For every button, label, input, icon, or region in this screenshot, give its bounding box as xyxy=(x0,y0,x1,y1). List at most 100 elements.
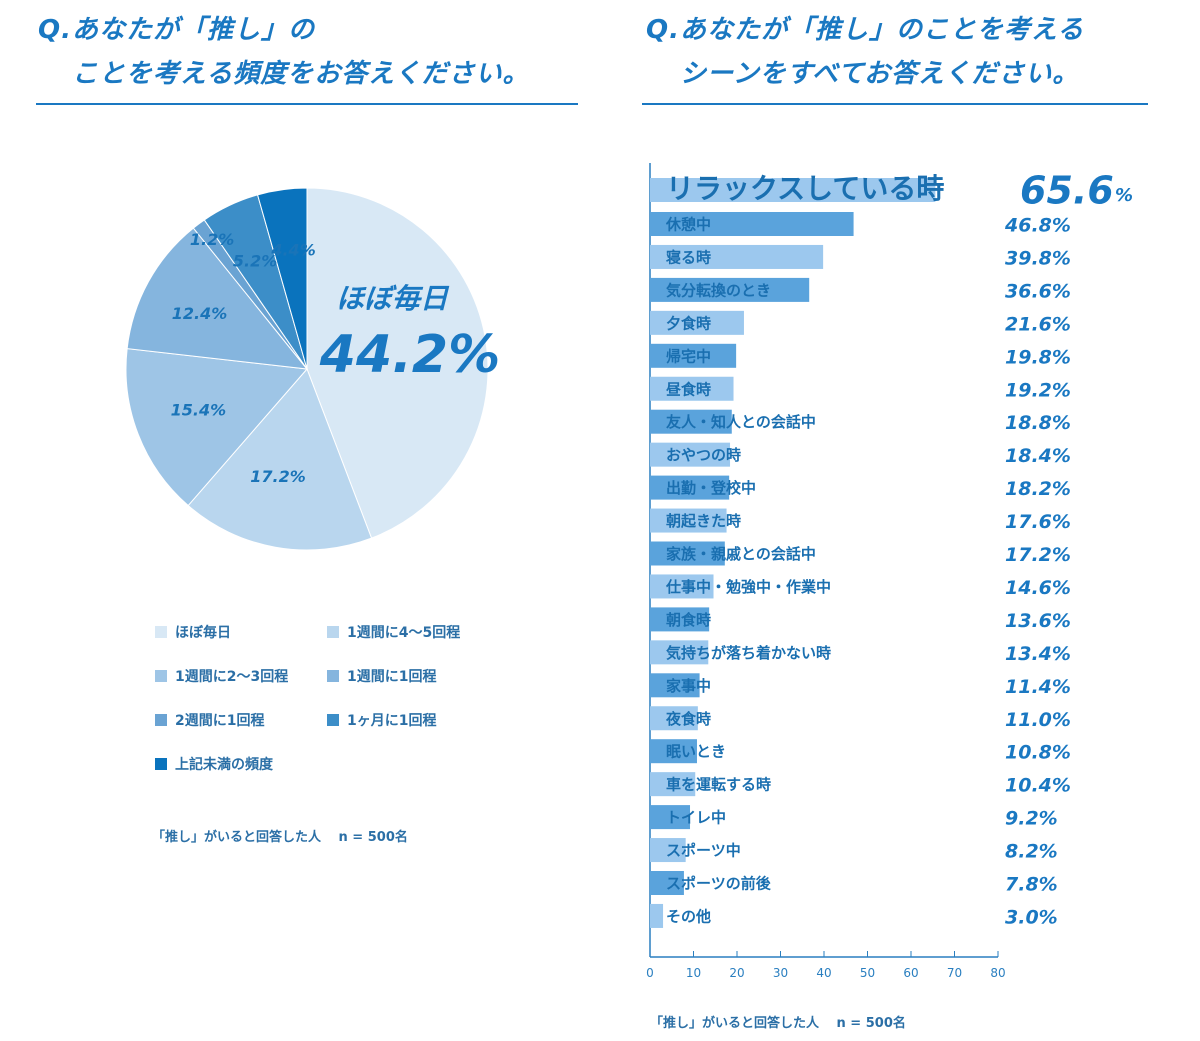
legend-label: 1週間に2〜3回程 xyxy=(175,669,289,685)
bar xyxy=(650,673,700,698)
pie-slice-6 xyxy=(256,187,308,370)
bar-x-tick-label: 80 xyxy=(990,966,1005,980)
bar xyxy=(650,277,810,302)
bar xyxy=(650,541,725,566)
bar-chart: 0 10 20 30 40 50 60 70 80 リラックスしている時 65.6 % 休憩中 46.8%… xyxy=(646,163,1133,980)
legend-label: 上記未満の頻度 xyxy=(175,757,273,773)
bar xyxy=(650,244,824,269)
bar-value-label: 46.8% xyxy=(1004,215,1071,237)
legend-label: 1週間に4〜5回程 xyxy=(347,625,461,641)
bar-value-label: 18.8% xyxy=(1005,412,1071,434)
pie-value-label: 15.4% xyxy=(171,401,227,420)
bar-value-label: 36.6% xyxy=(1005,280,1071,302)
bar-category-label: 朝食時 xyxy=(666,611,711,629)
bar xyxy=(650,442,731,467)
pie-value-label: 5.2% xyxy=(233,251,277,270)
bar-value-label: 11.0% xyxy=(1005,709,1071,731)
bar xyxy=(650,706,698,731)
legend-swatch xyxy=(327,714,339,726)
bar-value-label: 9.2% xyxy=(1005,808,1058,830)
bar-category-label: 休憩中 xyxy=(665,216,711,234)
bar-category-label: 夕食時 xyxy=(666,314,711,332)
bar xyxy=(650,772,696,797)
right-panel: Q.あなたが「推し」のことを考える シーンをすべてお答えください。 0 10 20 3… xyxy=(600,0,1200,1041)
bar-x-tick-label: 70 xyxy=(947,966,962,980)
bar xyxy=(650,838,686,863)
bar xyxy=(650,805,691,830)
legend-item: 上記未満の頻度 xyxy=(155,754,273,774)
bar-category-label: おやつの時 xyxy=(666,446,741,464)
bar-value-label: 8.2% xyxy=(1005,841,1058,863)
legend-item: 1週間に1回程 xyxy=(327,666,436,686)
bar xyxy=(650,574,714,599)
bar-value-label: 65.6 xyxy=(1020,169,1114,213)
legend-swatch xyxy=(155,758,167,770)
pie-sample-note: 「推し」がいると回答した人 n = 500名 xyxy=(152,830,408,845)
bar-category-label: 眠いとき xyxy=(666,743,726,761)
pie-question-line1: Q.あなたが「推し」の xyxy=(38,15,315,45)
bar xyxy=(650,903,664,928)
bar-category-label: リラックスしている時 xyxy=(666,172,944,205)
bar xyxy=(650,343,737,368)
pie-slice-0 xyxy=(306,187,489,539)
bar-value-label: 7.8% xyxy=(1005,874,1058,896)
bar xyxy=(650,475,730,500)
bar-category-label: 家族・親戚との会話中 xyxy=(666,545,816,563)
bar-value-unit: % xyxy=(1115,185,1133,206)
bar-x-tick-label: 20 xyxy=(729,966,744,980)
bar-category-label: 出勤・登校中 xyxy=(666,479,756,497)
bar-value-label: 14.6% xyxy=(1005,577,1071,599)
bar-x-tick-label: 40 xyxy=(816,966,831,980)
bar-x-tick-label: 30 xyxy=(773,966,788,980)
pie-title-rule xyxy=(36,103,578,105)
pie-slice-1 xyxy=(187,368,373,551)
legend-label: 1週間に1回程 xyxy=(347,669,437,685)
bar-category-label: トイレ中 xyxy=(666,809,726,827)
bar xyxy=(650,178,936,202)
bar-value-label: 17.2% xyxy=(1005,544,1071,566)
bar-category-label: 家事中 xyxy=(666,677,711,695)
bar-category-label: 友人・知人との会話中 xyxy=(666,413,816,431)
bar-question-line1: Q.あなたが「推し」のことを考える xyxy=(646,15,1085,45)
legend-label: ほぼ毎日 xyxy=(175,625,231,641)
bar-title-rule xyxy=(642,103,1148,105)
bar-value-label: 19.2% xyxy=(1005,379,1071,401)
bar xyxy=(650,508,727,533)
bar xyxy=(650,310,744,335)
bar-x-tick-label: 0 xyxy=(646,966,654,980)
pie-slice-2 xyxy=(125,348,309,507)
pie-value-label: 4.4% xyxy=(270,241,315,260)
bar xyxy=(650,640,709,665)
legend-swatch xyxy=(155,626,167,638)
bar xyxy=(650,607,710,632)
legend-item: 1週間に2〜3回程 xyxy=(155,666,288,686)
legend-label: 1ヶ月に1回程 xyxy=(347,713,437,729)
bar-value-label: 39.8% xyxy=(1005,247,1071,269)
pie-slice-3 xyxy=(126,227,309,370)
legend-item: 2週間に1回程 xyxy=(155,710,264,730)
legend-item: 1週間に4〜5回程 xyxy=(327,622,460,642)
bar-x-tick-label: 60 xyxy=(903,966,918,980)
bar-category-label: スポーツの前後 xyxy=(666,875,772,893)
bar-value-label: 3.0% xyxy=(1005,906,1058,928)
bar-category-label: 車を運転する時 xyxy=(666,776,771,794)
pie-value-label: 17.2% xyxy=(250,467,306,486)
bar xyxy=(650,376,734,401)
legend-item: 1ヶ月に1回程 xyxy=(327,710,436,730)
pie-highlight-name: ほぼ毎日 xyxy=(336,282,450,315)
bar-category-label: その他 xyxy=(666,907,711,925)
pie-value-label: 12.4% xyxy=(172,304,228,323)
bar-category-label: 帰宅中 xyxy=(666,347,711,365)
legend-swatch xyxy=(327,626,339,638)
legend-swatch xyxy=(155,670,167,682)
bar-category-label: 気分転換のとき xyxy=(666,281,771,299)
left-panel: Q.あなたが「推し」の ことを考える頻度をお答えください。 ほぼ毎日 44.2% 1… xyxy=(36,15,578,845)
bar-category-label: 気持ちが落ち着かない時 xyxy=(666,644,831,662)
bar-value-label: 10.8% xyxy=(1005,742,1071,764)
bar xyxy=(650,871,684,895)
legend-swatch xyxy=(155,714,167,726)
bar-value-label: 21.6% xyxy=(1005,313,1071,335)
bar-value-label: 17.6% xyxy=(1005,511,1071,533)
bar-x-tick-label: 10 xyxy=(686,966,701,980)
bar-question-line2: シーンをすべてお答えください。 xyxy=(680,59,1080,89)
